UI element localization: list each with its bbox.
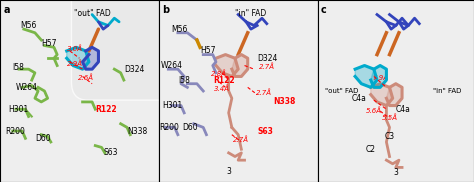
Text: a: a <box>3 5 9 15</box>
Text: 2.6Å: 2.6Å <box>78 74 94 81</box>
Polygon shape <box>386 84 402 106</box>
Polygon shape <box>67 47 89 69</box>
Text: "in" FAD: "in" FAD <box>235 9 266 18</box>
Text: H301: H301 <box>8 105 28 114</box>
Text: W264: W264 <box>160 61 182 70</box>
Text: D60: D60 <box>35 134 51 143</box>
Text: H57: H57 <box>41 39 57 48</box>
Text: 2.7Å: 2.7Å <box>255 89 272 96</box>
Text: 7.9Å: 7.9Å <box>372 74 388 81</box>
Text: 3: 3 <box>393 168 398 177</box>
Text: 3.4Å: 3.4Å <box>214 85 230 92</box>
Text: b: b <box>162 5 169 15</box>
Text: N338: N338 <box>273 97 295 106</box>
FancyBboxPatch shape <box>72 0 182 100</box>
Text: W264: W264 <box>16 83 38 92</box>
Text: D324: D324 <box>124 65 144 74</box>
Text: 2.7Å: 2.7Å <box>259 64 275 70</box>
Text: c: c <box>321 5 327 15</box>
Text: 2.8Å: 2.8Å <box>211 71 227 77</box>
Text: R200: R200 <box>5 126 25 136</box>
Text: "out" FAD: "out" FAD <box>74 9 110 18</box>
Polygon shape <box>232 55 248 76</box>
Text: R122: R122 <box>95 105 117 114</box>
Text: 2.7Å: 2.7Å <box>233 136 249 143</box>
Text: N338: N338 <box>127 126 147 136</box>
Polygon shape <box>371 66 386 87</box>
Text: H57: H57 <box>200 46 216 56</box>
Text: 3: 3 <box>226 167 231 176</box>
Text: D324: D324 <box>257 54 278 63</box>
Text: S63: S63 <box>257 126 273 136</box>
Text: I58: I58 <box>178 76 190 85</box>
Text: C2: C2 <box>366 145 376 154</box>
Polygon shape <box>355 66 377 87</box>
Text: C4a: C4a <box>352 94 367 103</box>
Text: I58: I58 <box>13 63 25 72</box>
Text: D60: D60 <box>182 123 198 132</box>
Text: H301: H301 <box>162 101 182 110</box>
Text: 5.5Å: 5.5Å <box>382 114 398 121</box>
Text: C3: C3 <box>384 132 394 141</box>
Text: S63: S63 <box>103 148 118 157</box>
Text: M56: M56 <box>21 21 37 30</box>
Text: 3.0Å: 3.0Å <box>67 45 82 52</box>
Polygon shape <box>216 55 238 76</box>
Polygon shape <box>371 84 392 106</box>
Polygon shape <box>82 47 99 69</box>
Text: "out" FAD: "out" FAD <box>326 88 359 94</box>
Text: R122: R122 <box>213 76 235 85</box>
Text: "in" FAD: "in" FAD <box>433 88 462 94</box>
Text: 5.6Å: 5.6Å <box>366 107 382 114</box>
Text: R200: R200 <box>159 123 179 132</box>
Text: M56: M56 <box>172 25 188 34</box>
Text: 2.9Å: 2.9Å <box>67 60 82 66</box>
Text: C4a: C4a <box>396 105 410 114</box>
